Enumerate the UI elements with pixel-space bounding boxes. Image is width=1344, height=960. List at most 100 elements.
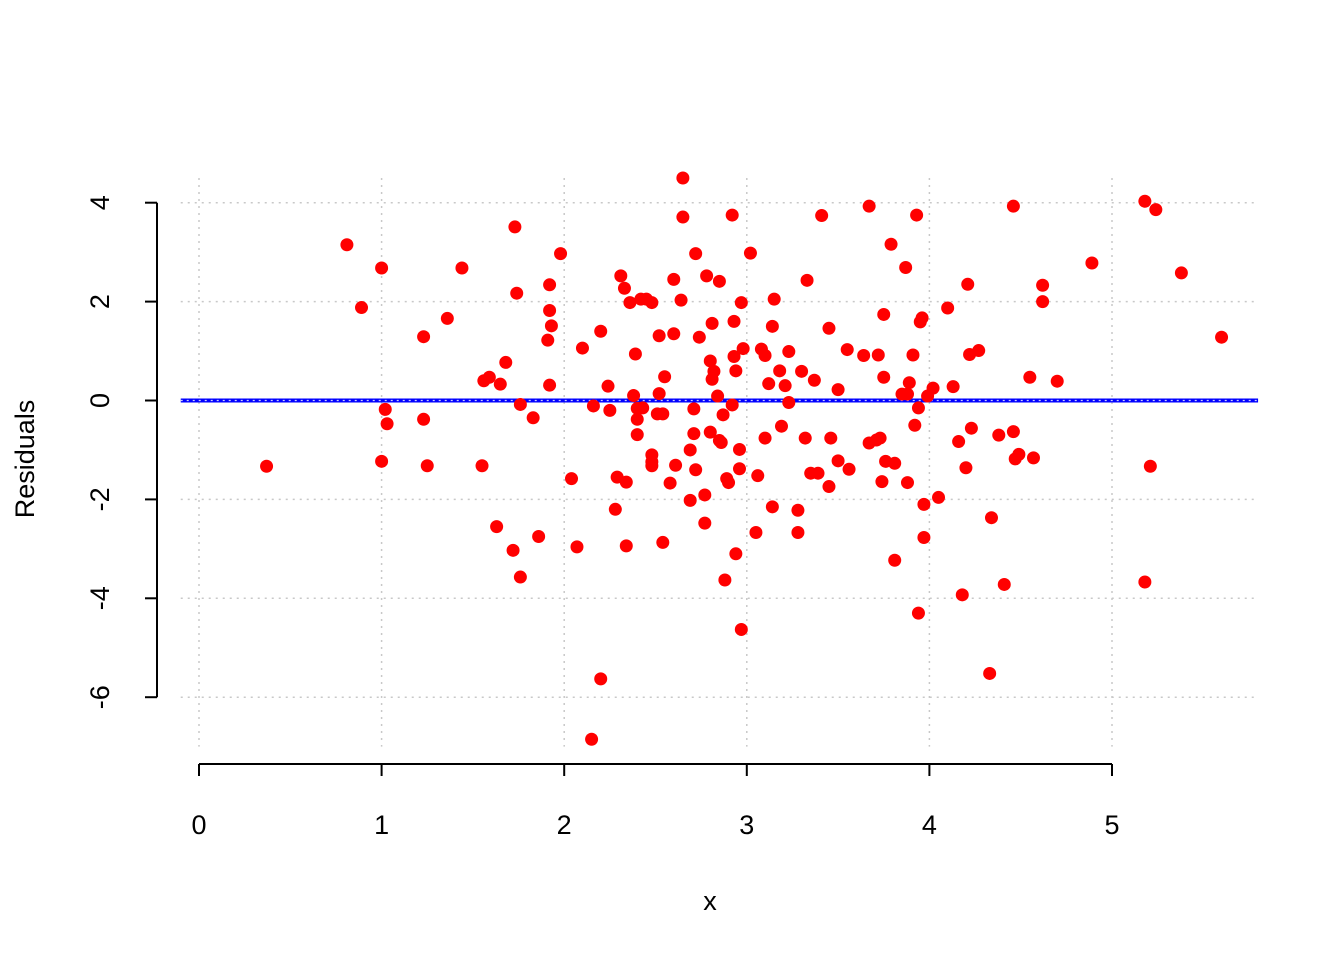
y-tick-label: 4 — [85, 195, 115, 210]
data-point — [601, 379, 615, 393]
data-point — [765, 319, 779, 333]
data-point — [795, 364, 809, 378]
data-point — [725, 208, 739, 222]
data-point — [630, 428, 644, 442]
data-point — [877, 370, 891, 384]
data-point — [917, 530, 931, 544]
data-point — [585, 732, 599, 746]
data-point — [800, 273, 814, 287]
y-tick-label: -4 — [85, 586, 115, 610]
data-point — [355, 301, 369, 315]
data-point — [751, 469, 765, 483]
data-point — [375, 454, 389, 468]
data-point — [727, 314, 741, 328]
data-point — [941, 301, 955, 315]
data-point — [902, 376, 916, 390]
data-point — [575, 341, 589, 355]
data-point — [698, 488, 712, 502]
data-point — [570, 540, 584, 554]
data-point — [782, 395, 796, 409]
data-point — [1215, 330, 1229, 344]
data-point — [687, 402, 701, 416]
data-point — [1174, 266, 1188, 280]
data-point — [543, 304, 557, 318]
data-point — [729, 547, 743, 561]
data-point — [955, 588, 969, 602]
data-point — [1149, 203, 1163, 217]
data-point — [917, 497, 931, 511]
data-point — [375, 261, 389, 275]
data-point — [543, 378, 557, 392]
data-point — [734, 622, 748, 636]
data-point — [714, 436, 728, 450]
data-point — [636, 401, 650, 415]
data-point — [888, 553, 902, 567]
x-axis-title: x — [703, 886, 717, 916]
data-point — [532, 529, 546, 543]
data-point — [499, 355, 513, 369]
x-tick-label: 5 — [1104, 810, 1119, 840]
data-point — [1036, 278, 1050, 292]
data-point — [712, 274, 726, 288]
data-point — [997, 577, 1011, 591]
data-point — [475, 459, 489, 473]
data-point — [380, 417, 394, 431]
data-point — [758, 349, 772, 363]
data-point — [493, 377, 507, 391]
data-point — [656, 535, 670, 549]
data-point — [911, 401, 925, 415]
data-point — [952, 435, 966, 449]
data-point — [667, 327, 681, 341]
data-point — [614, 269, 628, 283]
data-point — [1012, 447, 1026, 461]
data-point — [906, 348, 920, 362]
data-point — [619, 475, 633, 489]
data-point — [1036, 295, 1050, 309]
data-point — [908, 418, 922, 432]
x-tick-label: 2 — [557, 810, 572, 840]
data-point — [767, 292, 781, 306]
data-point — [984, 511, 998, 525]
x-tick-label: 1 — [374, 810, 389, 840]
data-point — [506, 543, 520, 557]
data-point — [840, 343, 854, 357]
data-point — [815, 209, 829, 223]
data-point — [1026, 451, 1040, 465]
data-point — [791, 503, 805, 517]
data-point — [932, 490, 946, 504]
data-point — [608, 502, 622, 516]
data-point — [871, 348, 885, 362]
tick-marks-and-labels: 0 1 2 3 4 5 -6 -4 -2 0 2 4 — [85, 195, 1120, 840]
data-point — [692, 330, 706, 344]
data-point — [526, 411, 540, 425]
data-point — [586, 399, 600, 413]
data-point — [961, 277, 975, 291]
data-point — [758, 431, 772, 445]
data-point — [862, 199, 876, 213]
data-point — [340, 238, 354, 252]
data-point — [544, 319, 558, 333]
data-point — [513, 570, 527, 584]
data-point — [992, 428, 1006, 442]
data-point — [811, 466, 825, 480]
data-point — [420, 459, 434, 473]
data-point — [510, 286, 524, 300]
data-point — [774, 419, 788, 433]
data-point — [915, 311, 929, 325]
data-point — [888, 456, 902, 470]
data-point — [667, 272, 681, 286]
data-point — [554, 247, 568, 261]
data-point — [603, 403, 617, 417]
data-point — [490, 520, 504, 534]
data-point — [663, 476, 677, 490]
data-point — [455, 261, 469, 275]
data-point — [689, 463, 703, 477]
data-point — [260, 459, 274, 473]
data-point — [711, 389, 725, 403]
data-point — [972, 344, 986, 358]
data-point — [683, 443, 697, 457]
data-point — [627, 389, 641, 403]
data-point — [1023, 370, 1037, 384]
data-point — [674, 293, 688, 307]
